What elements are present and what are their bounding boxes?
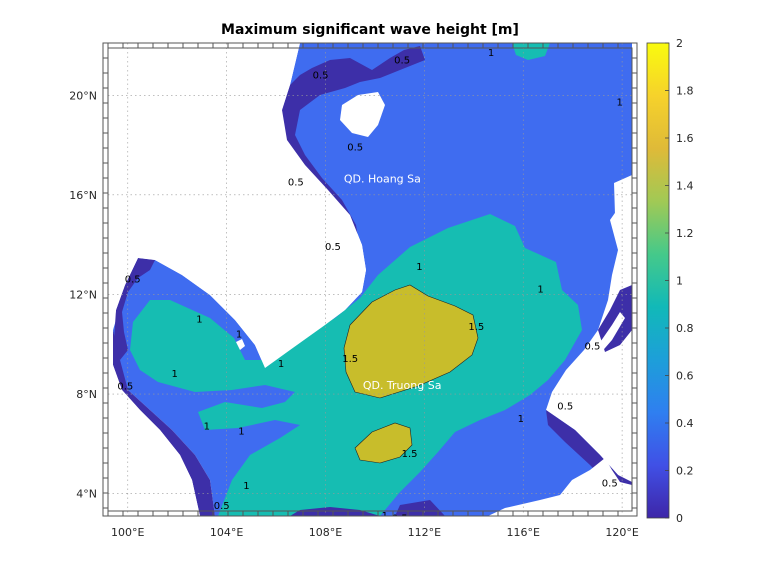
- contour-label-21: 1: [238, 426, 244, 437]
- contour-label-17: 1: [236, 329, 242, 340]
- wave-region-1.5-2-main: [344, 285, 478, 398]
- contour-label-24: 1: [382, 511, 388, 522]
- contour-label-23: 1: [243, 481, 249, 492]
- contour-label-15: 1: [537, 284, 543, 295]
- x-tick-label-1: 104°E: [210, 526, 243, 539]
- colorbar-tick-label-1: 0.2: [676, 465, 694, 478]
- wave-region-1-1.5-corner: [512, 43, 550, 60]
- contour-label-26: 1.5: [342, 354, 358, 365]
- chart-title: Maximum significant wave height [m]: [221, 22, 519, 38]
- land: [108, 43, 632, 516]
- contour-label-27: 1.5: [402, 449, 418, 460]
- contour-label-25: 1.5: [468, 322, 484, 333]
- contour-label-6: 0.5: [117, 382, 133, 393]
- contour-label-14: 1: [416, 262, 422, 273]
- colorbar-tick-label-3: 0.6: [676, 370, 694, 383]
- land-palawan: [558, 312, 625, 395]
- contour-label-11: 0.5: [392, 513, 408, 524]
- y-tick-label-3: 16°N: [69, 189, 97, 202]
- x-tick-label-3: 112°E: [408, 526, 441, 539]
- contour-label-0: 0.5: [313, 70, 329, 81]
- x-axis: 100°E 104°E 108°E 112°E 116°E 120°E: [111, 526, 639, 539]
- contour-label-9: 0.5: [557, 401, 573, 412]
- x-tick-label-4: 116°E: [507, 526, 540, 539]
- contour-label-2: 0.5: [347, 143, 363, 154]
- frame-ticks: [103, 42, 637, 516]
- contour-label-5: 0.5: [125, 275, 141, 286]
- land-indochina: [108, 43, 366, 368]
- map-grid: [108, 43, 632, 516]
- y-tick-label-1: 8°N: [76, 388, 97, 401]
- land-philippines-luzon: [614, 175, 632, 248]
- colorbar-tick-label-10: 2: [676, 37, 683, 50]
- contour-label-7: 0.5: [214, 501, 230, 512]
- contour-label-22: 1: [518, 414, 524, 425]
- land-borneo: [488, 458, 632, 516]
- y-axis: 4°N 8°N 12°N 16°N 20°N: [69, 89, 97, 500]
- colorbar-tick-label-9: 1.8: [676, 85, 694, 98]
- contour-label-13: 1: [616, 98, 622, 109]
- colorbar-tick-label-8: 1.6: [676, 132, 694, 145]
- x-tick-label-2: 108°E: [309, 526, 342, 539]
- contour-label-12: 1: [488, 48, 494, 59]
- x-tick-label-0: 100°E: [111, 526, 144, 539]
- contour-label-1: 0.5: [394, 55, 410, 66]
- land-island-small: [236, 339, 245, 350]
- colorbar-tick-label-4: 0.8: [676, 322, 694, 335]
- contour-label-19: 1: [172, 369, 178, 380]
- colorbar-tick-label-7: 1.4: [676, 180, 694, 193]
- land-hainan: [340, 92, 385, 137]
- map-frame: [102, 42, 638, 517]
- map-area: 0.5 0.5 0.5 0.5 0.5 0.5 0.5 0.5 0.5 0.5 0.5 0.5 1 1 1 1…: [108, 43, 632, 524]
- colorbar-tick-label-0: 0: [676, 512, 683, 525]
- land-gulf-coast-west: [108, 330, 200, 516]
- contour-label-20: 1: [204, 421, 210, 432]
- contour-label-8: 0.5: [584, 342, 600, 353]
- y-tick-label-4: 20°N: [69, 89, 97, 102]
- colorbar-tick-label-6: 1.2: [676, 227, 694, 240]
- contour-label-18: 1: [278, 359, 284, 370]
- colorbar-tick-label-2: 0.4: [676, 417, 694, 430]
- y-tick-label-0: 4°N: [76, 488, 97, 501]
- contour-label-layer: 0.5 0.5 0.5 0.5 0.5 0.5 0.5 0.5 0.5 0.5 0.5 0.5 1 1 1 1…: [117, 48, 622, 524]
- x-tick-label-5: 120°E: [605, 526, 638, 539]
- wave-region-1.5-2-south: [355, 423, 412, 463]
- contour-label-4: 0.5: [325, 242, 341, 253]
- colorbar-gradient: [647, 43, 669, 518]
- contour-label-10: 0.5: [602, 479, 618, 490]
- annotation-hoang-sa: QD. Hoang Sa: [344, 172, 421, 185]
- colorbar: 0 0.2 0.4 0.6 0.8 1 1.2 1.4 1.6 1.8 2: [646, 37, 694, 525]
- colorbar-tick-label-5: 1: [676, 275, 683, 288]
- y-tick-label-2: 12°N: [69, 288, 97, 301]
- contour-label-3: 0.5: [288, 177, 304, 188]
- annotation-truong-sa: QD. Truong Sa: [363, 379, 442, 392]
- colorbar-ticks: 0 0.2 0.4 0.6 0.8 1 1.2 1.4 1.6 1.8 2: [665, 37, 694, 525]
- contour-lines: [343, 284, 479, 464]
- contour-label-16: 1: [196, 314, 202, 325]
